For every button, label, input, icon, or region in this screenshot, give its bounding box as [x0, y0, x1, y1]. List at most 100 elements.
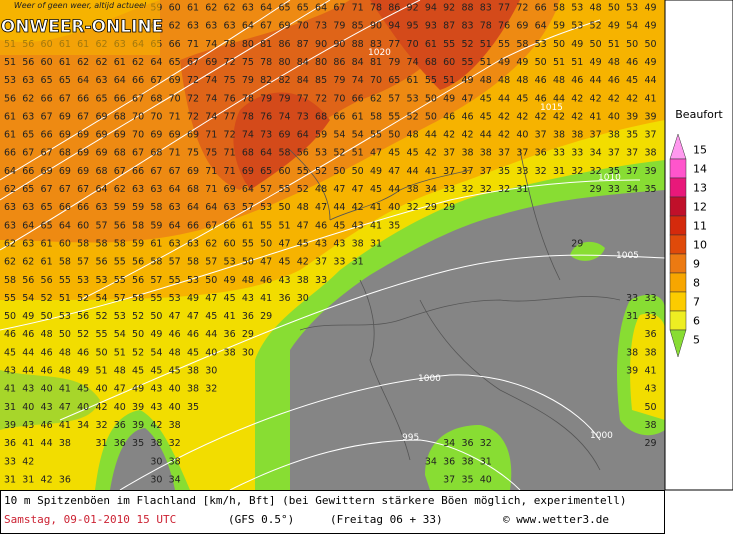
- gust-value: 29: [644, 438, 656, 449]
- gust-value: 67: [59, 93, 71, 104]
- legend-swatch: [669, 329, 687, 358]
- gust-value: 72: [187, 75, 199, 86]
- gust-value: 69: [77, 130, 89, 141]
- gust-value: 59: [114, 202, 126, 213]
- gust-value: 72: [187, 93, 199, 104]
- gust-value: 46: [608, 75, 620, 86]
- gust-value: 40: [608, 111, 620, 122]
- gust-value: 68: [114, 111, 126, 122]
- gust-value: 87: [297, 39, 309, 50]
- footer-description: 10 m Spitzenböen im Flachland [km/h, Bft…: [4, 494, 627, 507]
- gust-value: 46: [77, 347, 89, 358]
- gust-value: 81: [260, 39, 272, 50]
- gust-value: 46: [260, 275, 272, 286]
- gust-value: 64: [535, 21, 547, 32]
- gust-value: 58: [516, 39, 528, 50]
- gust-value: 44: [388, 184, 400, 195]
- gust-value: 65: [22, 130, 34, 141]
- gust-value: 51: [480, 39, 492, 50]
- gust-value: 41: [644, 366, 656, 377]
- gust-value: 38: [461, 456, 473, 467]
- gust-value: 38: [169, 456, 181, 467]
- gust-value: 74: [278, 111, 290, 122]
- gust-value: 74: [352, 75, 364, 86]
- gust-value: 59: [132, 202, 144, 213]
- gust-value: 52: [407, 111, 419, 122]
- gust-value: 63: [150, 184, 162, 195]
- gust-value: 61: [41, 238, 53, 249]
- gust-value: 58: [114, 238, 126, 249]
- gust-value: 71: [169, 111, 181, 122]
- gust-value: 55: [443, 39, 455, 50]
- gust-value: 33: [608, 184, 620, 195]
- gust-value: 50: [553, 39, 565, 50]
- gust-value: 49: [644, 57, 656, 68]
- gust-value: 38: [461, 148, 473, 159]
- gust-value: 82: [278, 75, 290, 86]
- gust-value: 55: [114, 275, 126, 286]
- gust-value: 48: [608, 57, 620, 68]
- gust-value: 36: [242, 311, 254, 322]
- gust-value: 68: [242, 148, 254, 159]
- gust-value: 66: [41, 130, 53, 141]
- gust-value: 34: [425, 184, 437, 195]
- gust-value: 43: [150, 402, 162, 413]
- gust-value: 42: [461, 130, 473, 141]
- gust-value: 58: [553, 3, 565, 14]
- gust-value: 69: [205, 57, 217, 68]
- gust-value: 29: [425, 202, 437, 213]
- gust-value: 40: [205, 347, 217, 358]
- gust-value: 43: [150, 384, 162, 395]
- gust-value: 50: [4, 311, 16, 322]
- gust-value: 62: [224, 3, 236, 14]
- gust-value: 77: [498, 3, 510, 14]
- gust-value: 67: [205, 220, 217, 231]
- gust-value: 68: [95, 166, 107, 177]
- gust-value: 64: [187, 202, 199, 213]
- gust-value: 76: [498, 21, 510, 32]
- gust-value: 50: [388, 130, 400, 141]
- gust-value: 53: [4, 75, 16, 86]
- gust-value: 48: [242, 275, 254, 286]
- gust-value: 44: [407, 166, 419, 177]
- gust-value: 50: [132, 329, 144, 340]
- gust-value: 53: [95, 275, 107, 286]
- legend-label: 10: [693, 239, 707, 252]
- gust-value: 40: [388, 202, 400, 213]
- gust-value: 49: [644, 3, 656, 14]
- gust-value: 80: [242, 39, 254, 50]
- gust-value: 45: [132, 366, 144, 377]
- gust-value: 44: [333, 202, 345, 213]
- gust-value: 38: [224, 347, 236, 358]
- gust-value: 58: [132, 220, 144, 231]
- legend-label: 5: [693, 334, 700, 347]
- gust-value: 93: [425, 21, 437, 32]
- gust-value: 47: [388, 166, 400, 177]
- gust-value: 66: [41, 93, 53, 104]
- gust-value: 52: [590, 21, 602, 32]
- gust-value: 71: [169, 148, 181, 159]
- gust-value: 90: [315, 39, 327, 50]
- gust-value: 88: [352, 39, 364, 50]
- gust-value: 53: [315, 148, 327, 159]
- gust-value: 45: [388, 148, 400, 159]
- gust-value: 45: [480, 111, 492, 122]
- gust-value: 69: [41, 166, 53, 177]
- isobar-label: 1005: [616, 251, 639, 261]
- gust-value: 76: [224, 93, 236, 104]
- gust-value: 47: [187, 311, 199, 322]
- gust-value: 69: [95, 148, 107, 159]
- gust-value: 64: [22, 220, 34, 231]
- gust-value: 92: [443, 3, 455, 14]
- gust-value: 84: [297, 75, 309, 86]
- gust-value: 38: [187, 384, 199, 395]
- gust-value: 38: [169, 420, 181, 431]
- gust-value: 56: [132, 275, 144, 286]
- gust-value: 52: [95, 311, 107, 322]
- gust-value: 65: [260, 166, 272, 177]
- gust-value: 67: [77, 111, 89, 122]
- gust-value: 69: [278, 130, 290, 141]
- gust-value: 84: [352, 57, 364, 68]
- gust-value: 33: [553, 148, 565, 159]
- gust-value: 71: [205, 130, 217, 141]
